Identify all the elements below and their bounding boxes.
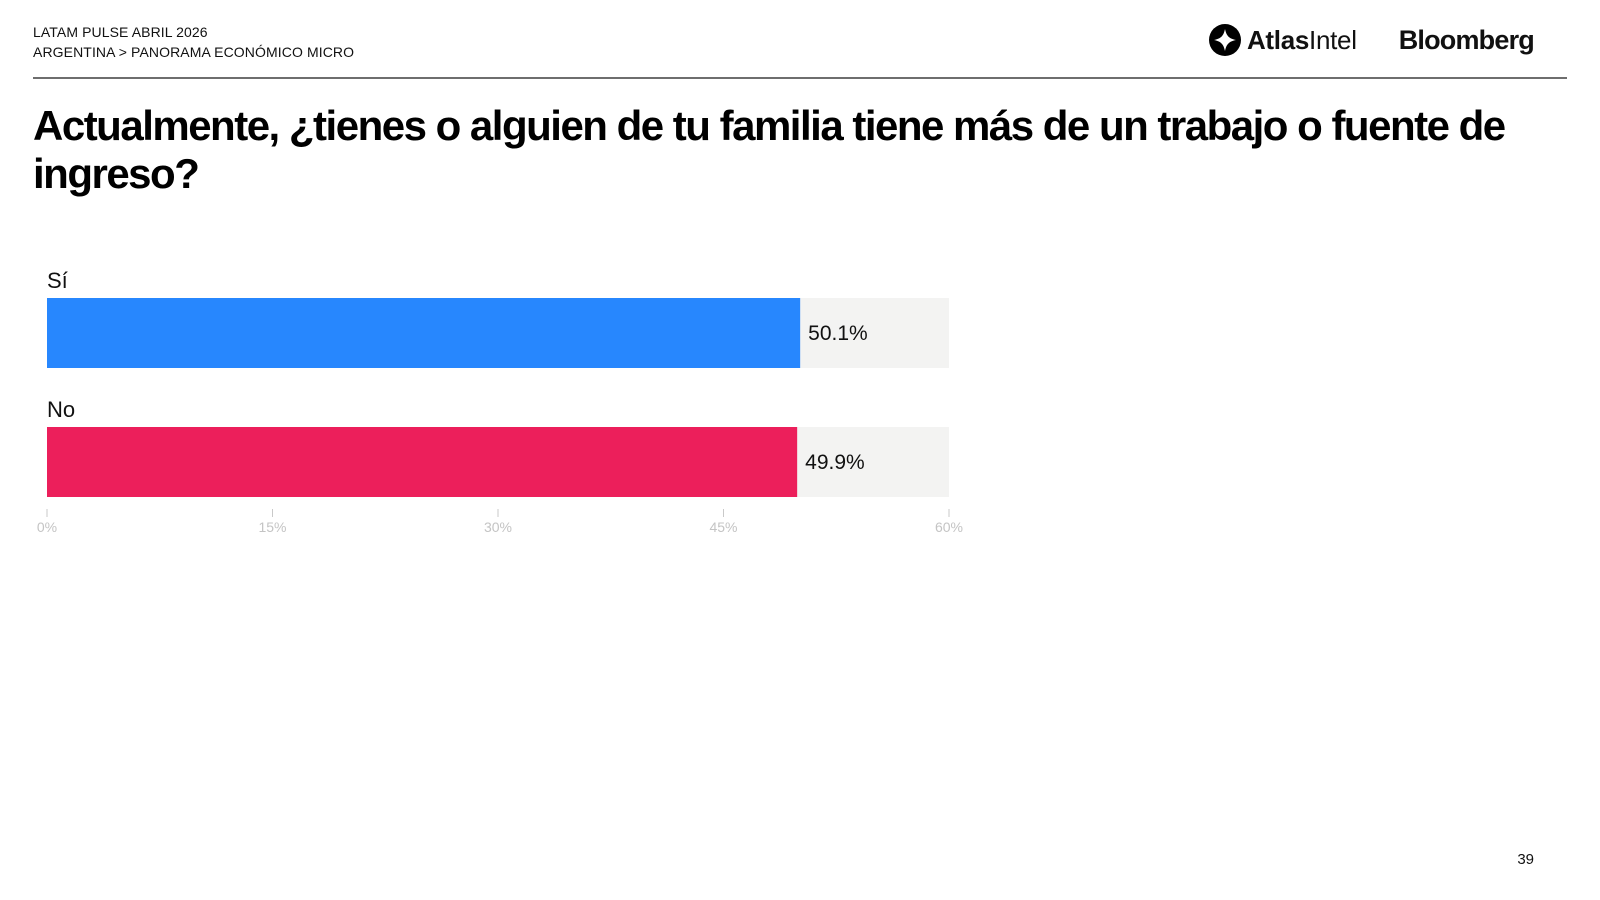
survey-name: LATAM PULSE ABRIL 2026 — [33, 24, 208, 40]
header: LATAM PULSE ABRIL 2026 ARGENTINA > PANOR… — [33, 22, 354, 62]
category-label-si: Sí — [47, 268, 68, 293]
atlasintel-wordmark: AtlasIntel — [1246, 24, 1357, 55]
logos: AtlasIntel Bloomberg — [1208, 22, 1535, 58]
tick-label-0: 0% — [37, 519, 57, 535]
bar-no — [47, 427, 798, 497]
header-divider — [33, 77, 1567, 79]
breadcrumb: ARGENTINA > PANORAMA ECONÓMICO MICRO — [33, 44, 355, 60]
bloomberg-logo: Bloomberg — [1398, 24, 1535, 55]
tick-label-45: 45% — [709, 519, 737, 535]
tick-label-15: 15% — [258, 519, 286, 535]
value-label-no: 49.9% — [805, 451, 865, 474]
tick-label-30: 30% — [484, 519, 512, 535]
category-label-no: No — [47, 397, 75, 422]
page-number: 39 — [1517, 851, 1534, 868]
atlasintel-mark-icon — [1208, 24, 1241, 56]
bar-si — [47, 298, 801, 368]
value-label-si: 50.1% — [808, 322, 868, 345]
tick-label-60: 60% — [935, 519, 963, 535]
atlasintel-logo: AtlasIntel — [1208, 24, 1357, 56]
page-title: Actualmente, ¿tienes o alguien de tu fam… — [33, 102, 1506, 197]
